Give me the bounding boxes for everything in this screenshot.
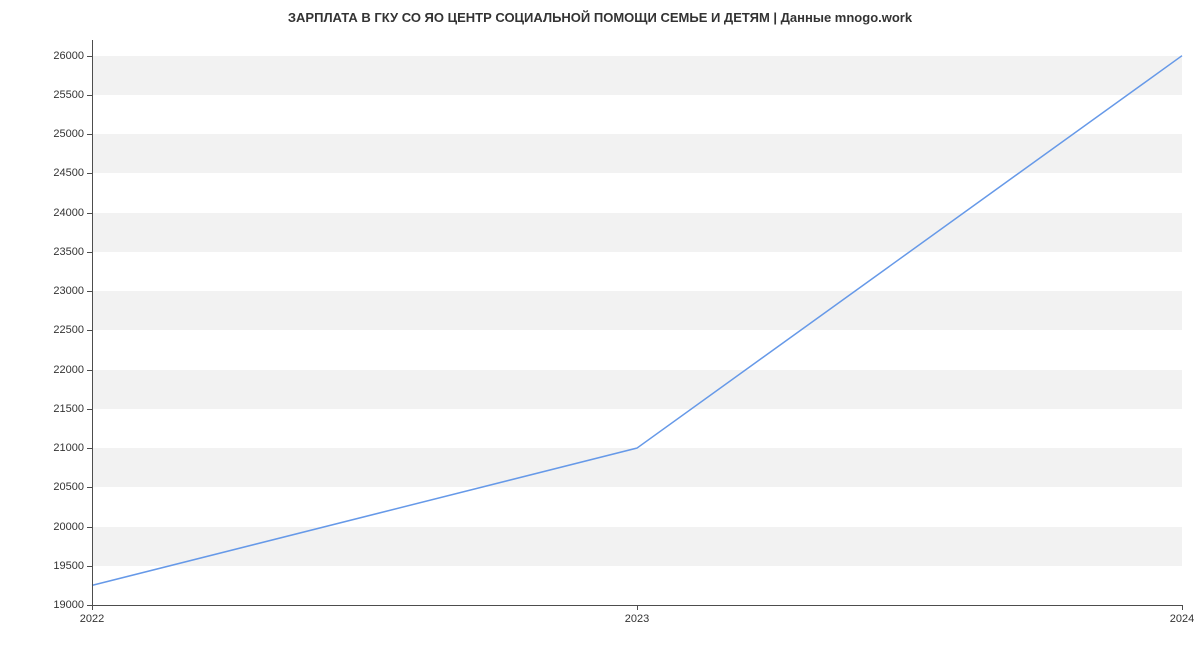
x-tick-mark [1182, 605, 1183, 610]
x-axis-line [92, 605, 1182, 606]
plot-area: 1900019500200002050021000215002200022500… [92, 40, 1182, 605]
series-line-salary [92, 56, 1182, 586]
salary-line-chart: ЗАРПЛАТА В ГКУ СО ЯО ЦЕНТР СОЦИАЛЬНОЙ ПО… [0, 0, 1200, 650]
chart-title: ЗАРПЛАТА В ГКУ СО ЯО ЦЕНТР СОЦИАЛЬНОЙ ПО… [0, 10, 1200, 25]
line-layer [92, 40, 1182, 605]
y-axis-line [92, 40, 93, 605]
